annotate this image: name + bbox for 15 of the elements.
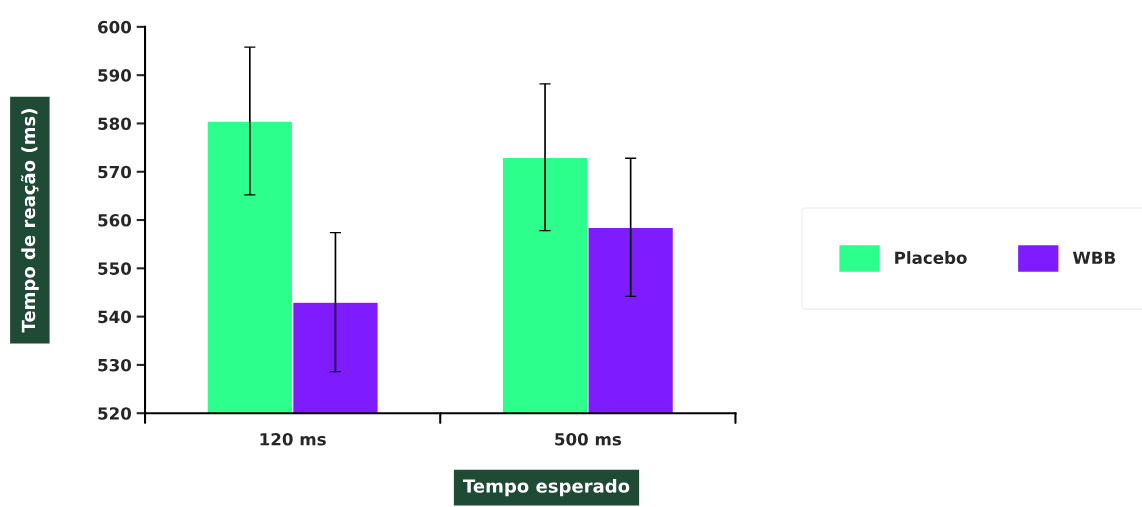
x-axis-title: Tempo esperado [463, 478, 630, 497]
y-tick-label: 560 [98, 214, 132, 227]
y-tick-label: 540 [98, 310, 132, 324]
y-tick-label: 580 [98, 117, 132, 131]
legend-label: Placebo [895, 251, 967, 265]
y-tick-label: 530 [98, 358, 132, 372]
y-tick-label: 520 [98, 407, 132, 420]
y-tick-label: 570 [98, 165, 132, 179]
x-tick-label: 500 ms [555, 432, 621, 446]
y-axis-title: Tempo de reação (ms) [20, 109, 39, 333]
y-tick-label: 600 [98, 20, 132, 34]
legend-label: WBB [1072, 251, 1116, 264]
x-tick-label: 120 ms [260, 432, 326, 446]
y-tick-label: 590 [98, 69, 132, 82]
y-tick-label: 550 [98, 262, 132, 275]
